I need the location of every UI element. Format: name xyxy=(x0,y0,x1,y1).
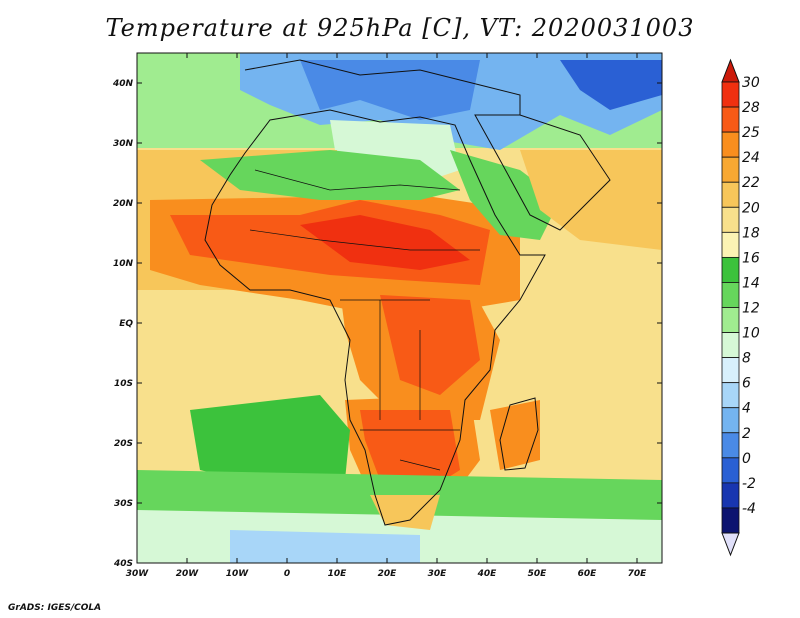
lon-tick-label: 10W xyxy=(226,569,250,579)
colorbar-swatch xyxy=(721,307,740,333)
south-atlantic-green xyxy=(190,395,350,490)
colorbar-swatch xyxy=(721,432,740,459)
map-axis-ticks: 30W 20W 10W 0 10E 20E 30E 40E 50E 60E 70E 40N 30N 20N… xyxy=(112,53,662,579)
africa-coastline xyxy=(204,109,546,526)
europe-outline xyxy=(244,59,521,115)
colorbar-level-label: 2 xyxy=(742,426,751,442)
colorbar-level-label: 30 xyxy=(742,75,760,91)
colorbar-swatch xyxy=(721,106,740,133)
saharan-green xyxy=(200,150,460,200)
colorbar-level-label: 8 xyxy=(742,351,751,367)
colorbar-level-label: 24 xyxy=(742,150,760,166)
south-africa-tip xyxy=(370,495,440,530)
colorbar-level-label: 28 xyxy=(742,100,760,116)
colorbar-swatch xyxy=(721,206,740,233)
lon-tick-label: 10E xyxy=(328,569,348,579)
colorbar-swatch xyxy=(721,256,740,283)
lat-tick-label: 10N xyxy=(113,259,134,269)
east-cold-core xyxy=(560,60,662,110)
colorbar-swatch xyxy=(721,131,740,158)
colorbar-swatch xyxy=(721,357,740,384)
colorbar-bottom-arrow xyxy=(721,532,740,557)
lat-tick-label: 20N xyxy=(113,199,134,209)
lat-tick-label: 10S xyxy=(114,379,133,389)
colorbar-swatch xyxy=(721,382,740,409)
lon-tick-label: 30W xyxy=(126,569,150,579)
colorbar-level-label: 16 xyxy=(742,250,760,266)
lat-tick-label: EQ xyxy=(119,319,133,329)
colorbar-swatch xyxy=(721,507,740,534)
lat-tick-label: 30S xyxy=(114,499,133,509)
lat-tick-label: 40N xyxy=(112,79,134,89)
lat-tick-label: 30N xyxy=(113,139,134,149)
colorbar-swatch xyxy=(721,282,740,308)
colorbar-level-label: 18 xyxy=(742,225,760,241)
lon-tick-label: 70E xyxy=(628,569,648,579)
lat-tick-label: 20S xyxy=(114,439,133,449)
lon-tick-label: 0 xyxy=(284,569,290,579)
colorbar-swatch xyxy=(721,482,740,509)
colorbar-swatch xyxy=(721,81,740,108)
red-sea-green xyxy=(450,150,560,240)
colorbar-level-label: 14 xyxy=(742,275,760,291)
colorbar-level-label: 10 xyxy=(742,326,760,342)
colorbar-level-label: 4 xyxy=(742,401,751,417)
colorbar-swatch xyxy=(721,231,740,258)
lon-tick-label: 20W xyxy=(176,569,200,579)
madagascar-outline xyxy=(499,397,539,471)
east-africa-hot xyxy=(380,295,480,395)
map-frame xyxy=(136,52,663,564)
arabia-mild xyxy=(520,150,662,250)
lon-tick-label: 30E xyxy=(428,569,448,579)
colorbar-level-label: 0 xyxy=(742,451,751,467)
map-title: Temperature at 925hPa [C], VT: 202003100… xyxy=(105,14,695,42)
sahel-core xyxy=(300,215,470,270)
colorbar-level-label: -2 xyxy=(742,476,756,492)
lat-tick-label: 40S xyxy=(113,559,133,569)
colorbar-level-label: 20 xyxy=(742,200,760,216)
colorbar-level-label: 12 xyxy=(742,301,760,317)
colorbar-level-label: 22 xyxy=(742,175,760,191)
colorbar-level-label: 6 xyxy=(742,376,751,392)
colorbar-swatch xyxy=(721,332,740,359)
colorbar-swatch xyxy=(721,156,740,183)
colorbar-swatch xyxy=(721,407,740,434)
temperature-field xyxy=(137,53,662,563)
southern-africa-hot xyxy=(360,410,460,495)
lon-tick-label: 40E xyxy=(477,569,498,579)
south-pale-patch xyxy=(230,530,420,563)
lon-tick-label: 60E xyxy=(578,569,598,579)
colorbar-swatch xyxy=(721,457,740,484)
arabia-outline xyxy=(474,114,611,231)
country-borders xyxy=(249,169,480,471)
lon-tick-label: 20E xyxy=(378,569,398,579)
grads-credit: GrADS: IGES/COLA xyxy=(8,603,102,613)
colorbar-level-label: 25 xyxy=(742,125,760,141)
colorbar-top-arrow xyxy=(721,58,740,83)
north-cold-core xyxy=(300,60,480,120)
lon-tick-label: 50E xyxy=(528,569,548,579)
colorbar-level-label: -4 xyxy=(742,501,756,517)
colorbar-swatch xyxy=(721,181,740,208)
